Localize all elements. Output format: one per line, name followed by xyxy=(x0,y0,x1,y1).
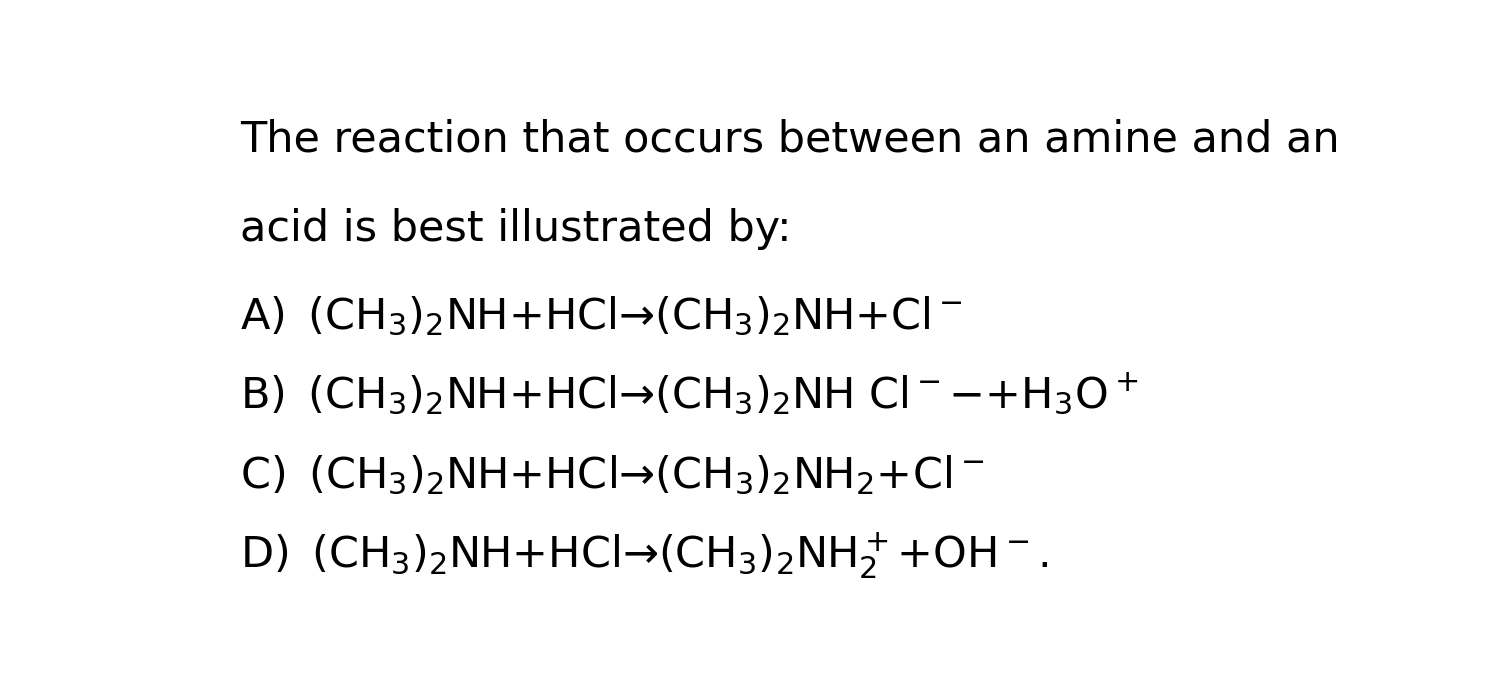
Text: The reaction that occurs between an amine and an: The reaction that occurs between an amin… xyxy=(240,118,1340,160)
Text: B) (CH$_3$)$_2$NH+HCl→(CH$_3$)$_2$NH Cl$^-$−+H$_3$O$^+$: B) (CH$_3$)$_2$NH+HCl→(CH$_3$)$_2$NH Cl$… xyxy=(240,372,1138,418)
Text: D) (CH$_3$)$_2$NH+HCl→(CH$_3$)$_2$NH$_2^+$+OH$^-$.: D) (CH$_3$)$_2$NH+HCl→(CH$_3$)$_2$NH$_2^… xyxy=(240,530,1048,581)
Text: acid is best illustrated by:: acid is best illustrated by: xyxy=(240,208,792,250)
Text: C) (CH$_3$)$_2$NH+HCl→(CH$_3$)$_2$NH$_2$+Cl$^-$: C) (CH$_3$)$_2$NH+HCl→(CH$_3$)$_2$NH$_2$… xyxy=(240,453,984,497)
Text: A) (CH$_3$)$_2$NH+HCl→(CH$_3$)$_2$NH+Cl$^-$: A) (CH$_3$)$_2$NH+HCl→(CH$_3$)$_2$NH+Cl$… xyxy=(240,294,963,338)
